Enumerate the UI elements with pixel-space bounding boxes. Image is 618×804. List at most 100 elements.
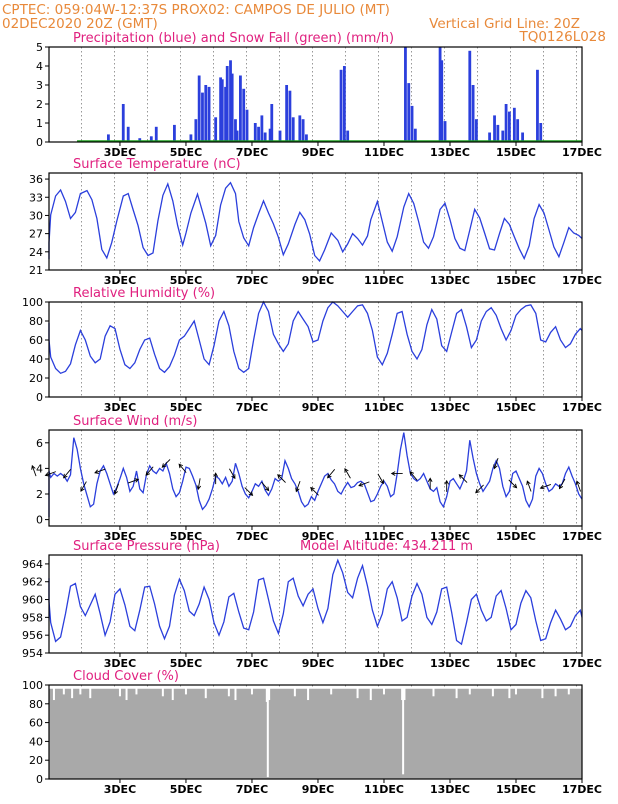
x-tick-label: 11DEC <box>364 274 404 287</box>
precip-bar <box>404 47 407 142</box>
wind-arrow <box>178 463 187 473</box>
y-tick-label: 60 <box>29 717 43 730</box>
cloud-gap <box>468 687 471 695</box>
x-tick-label: 13DEC <box>430 401 470 414</box>
precip-bar <box>298 115 302 142</box>
cloud-gap <box>184 687 187 695</box>
y-tick-label: 0 <box>36 391 43 404</box>
precip-bar <box>285 85 289 142</box>
wind-arrow <box>358 481 370 487</box>
cloud-gap <box>43 687 46 697</box>
cloud-gap <box>161 687 164 697</box>
y-tick-label: 60 <box>29 334 43 347</box>
y-tick-label: 100 <box>22 296 43 309</box>
wind-arrow <box>558 478 566 490</box>
precip-bar <box>107 134 110 142</box>
cloud-gap <box>356 687 359 699</box>
cloud-gap <box>204 687 207 699</box>
x-tick-label: 7DEC <box>236 657 268 670</box>
cloud-gap <box>541 687 544 699</box>
cloud-gap <box>514 687 517 695</box>
precip-bar <box>346 130 350 142</box>
x-tick-label: 3DEC <box>104 783 136 796</box>
x-tick-label: 11DEC <box>364 657 404 670</box>
pres-line <box>48 558 583 646</box>
y-tick-label: 36 <box>29 173 43 186</box>
x-tick-label: 3DEC <box>104 657 136 670</box>
x-tick-label: 15DEC <box>496 401 536 414</box>
x-tick-label: 9DEC <box>302 146 334 159</box>
x-tick-label: 3DEC <box>104 146 136 159</box>
precip-bar <box>342 66 346 142</box>
precip-bar <box>443 121 447 142</box>
precip-bar <box>214 117 218 142</box>
precip-bar <box>263 132 267 142</box>
y-tick-label: 1 <box>36 117 43 130</box>
wind-arrow <box>377 473 384 485</box>
wind-arrow <box>161 459 171 468</box>
x-tick-label: 11DEC <box>364 783 404 796</box>
header-run-date: 02DEC2020 20Z (GMT) <box>2 16 158 32</box>
cloud-area <box>49 688 582 779</box>
precip-bar <box>413 128 417 142</box>
wind-arrow <box>444 479 449 492</box>
cloud-gap <box>89 687 92 699</box>
cloud-gap <box>250 687 253 695</box>
cloud-gap <box>41 687 44 756</box>
precip-bar <box>225 66 229 142</box>
panel-rh: 0 20 40 60 80 100 3DEC 5DEC 7DEC 9DEC 11DEC 13DEC 15… <box>22 286 602 414</box>
x-tick-label: 3DEC <box>104 530 136 543</box>
y-tick-label: 33 <box>29 191 43 204</box>
x-tick-label: 11DEC <box>364 146 404 159</box>
x-tick-label: 17DEC <box>562 657 602 670</box>
cloud-gap <box>567 687 570 695</box>
panel-precip: 0 1 2 3 4 5 3DEC 5DEC 7DEC 9DEC 11DEC 13DEC 15DEC 17D… <box>36 31 602 159</box>
precip-bar <box>189 134 193 142</box>
precip-bar <box>126 126 130 142</box>
precip-bar <box>234 119 237 142</box>
y-tick-label: 956 <box>22 629 43 642</box>
wind-arrow <box>127 478 140 484</box>
rh-line <box>48 300 583 375</box>
precip-bar <box>474 119 478 142</box>
precip-bar <box>536 69 539 142</box>
cloud-gap <box>293 687 296 697</box>
y-tick-label: 964 <box>22 558 43 571</box>
precip-bar <box>278 130 282 142</box>
x-tick-label: 7DEC <box>236 783 268 796</box>
y-tick-label: 21 <box>29 264 43 277</box>
cloud-gap <box>125 687 128 701</box>
precip-bar <box>539 123 543 142</box>
precip-bar <box>471 85 475 142</box>
wind-arrow <box>31 464 37 477</box>
panel-frame <box>48 554 583 654</box>
cloud-gap <box>62 687 65 695</box>
cloud-gap <box>268 687 271 701</box>
cloud-gap <box>135 687 138 695</box>
precip-bar <box>235 130 239 142</box>
x-tick-label: 5DEC <box>170 783 202 796</box>
precip-bar <box>201 92 204 142</box>
y-tick-label: 40 <box>29 353 43 366</box>
precip-bar <box>501 130 505 142</box>
wind-arrow <box>277 474 286 483</box>
panel-cloud: 0 20 40 60 80 100 3DEC 5DEC 7DEC 9DEC 11DEC 13DEC 15… <box>22 669 602 796</box>
precip-bar <box>288 90 292 142</box>
precip-bar <box>410 105 414 142</box>
precip-bar <box>291 117 295 142</box>
wind-arrow <box>493 457 499 470</box>
y-tick-label: 960 <box>22 594 43 607</box>
wind-arrow <box>145 466 154 476</box>
precip-bar <box>468 50 472 142</box>
cloud-gap <box>403 687 406 701</box>
y-tick-label: 958 <box>22 611 43 624</box>
cloud-gap <box>369 687 372 701</box>
precip-bar <box>204 85 208 142</box>
x-tick-label: 7DEC <box>236 274 268 287</box>
wind-arrow <box>344 467 351 479</box>
cloud-gap <box>118 687 121 697</box>
precip-bar <box>242 88 246 142</box>
cloud-gap <box>234 687 237 701</box>
x-tick-label: 7DEC <box>236 401 268 414</box>
wind-arrow <box>310 486 319 496</box>
